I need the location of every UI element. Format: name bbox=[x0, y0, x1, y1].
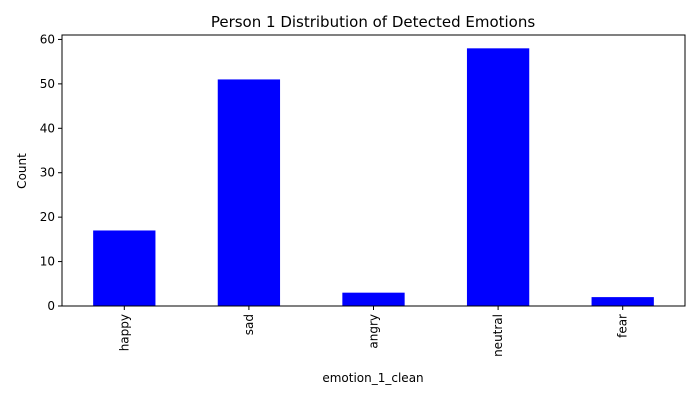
bar-sad bbox=[217, 79, 281, 307]
bar-fear bbox=[591, 297, 654, 306]
x-axis-label: emotion_1_clean bbox=[322, 371, 423, 385]
y-tick-label: 30 bbox=[40, 166, 55, 180]
x-axis: happy sad angry neutral fear bbox=[117, 306, 630, 357]
y-tick-label: 60 bbox=[40, 32, 55, 46]
bar-neutral bbox=[466, 48, 530, 306]
bar-angry bbox=[342, 292, 405, 306]
y-tick-label: 0 bbox=[47, 299, 55, 313]
bar-happy bbox=[93, 230, 156, 306]
y-tick-label: 10 bbox=[40, 255, 55, 269]
x-tick-label: angry bbox=[367, 314, 381, 349]
y-axis-label: Count bbox=[15, 153, 29, 189]
x-tick-label: sad bbox=[242, 314, 256, 335]
plot-area bbox=[61, 34, 686, 307]
chart-title: Person 1 Distribution of Detected Emotio… bbox=[211, 13, 536, 31]
x-tick-label: fear bbox=[616, 314, 630, 338]
x-tick-label: happy bbox=[117, 314, 131, 351]
x-tick-label: neutral bbox=[491, 314, 505, 357]
y-tick-label: 40 bbox=[40, 121, 55, 135]
y-axis: 0 10 20 30 40 50 60 bbox=[40, 32, 62, 313]
y-tick-label: 20 bbox=[40, 210, 55, 224]
y-tick-label: 50 bbox=[40, 77, 55, 91]
